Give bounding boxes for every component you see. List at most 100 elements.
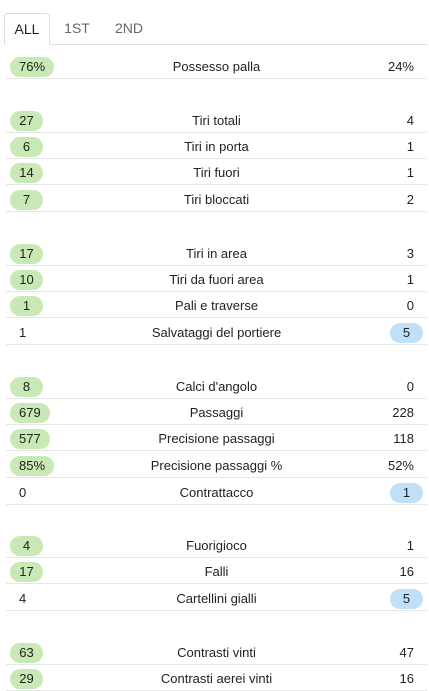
away-value: 228	[383, 403, 423, 423]
stat-row: Calci d'angolo 8 0	[6, 373, 427, 399]
away-value: 0	[398, 377, 423, 397]
away-value: 1	[398, 137, 423, 157]
home-value-highlight: 679	[10, 403, 50, 423]
stat-row: Passaggi 679 228	[6, 399, 427, 425]
stat-row: Contrattacco 0 1	[6, 479, 427, 505]
home-value-highlight: 6	[10, 137, 43, 157]
stat-label: Tiri bloccati	[183, 192, 250, 207]
stat-label: Salvataggi del portiere	[151, 325, 282, 340]
stat-label: Tiri fuori	[193, 165, 240, 180]
stat-row: Precisione passaggi % 85% 52%	[6, 452, 427, 478]
home-value-highlight: 7	[10, 190, 43, 210]
stat-row: Fuorigioco 4 1	[6, 532, 427, 558]
home-value: 85%	[10, 456, 55, 476]
away-value: 16	[391, 669, 423, 689]
home-value: 29	[10, 669, 43, 689]
away-value-text: 4	[406, 113, 414, 128]
tab-all[interactable]: ALL	[4, 13, 50, 45]
stat-label: Contrasti aerei vinti	[160, 671, 273, 686]
tab-1st[interactable]: 1ST	[64, 20, 90, 36]
away-value-text: 16	[399, 671, 414, 686]
home-value: 1	[10, 296, 43, 316]
away-value-text: 118	[393, 431, 414, 446]
home-value-highlight: 29	[10, 669, 43, 689]
stat-label: Precisione passaggi	[158, 431, 275, 446]
away-value-text: 24%	[387, 59, 414, 74]
away-value-highlight: 5	[390, 323, 423, 343]
away-value-text: 228	[392, 405, 414, 420]
away-value-text: 0	[406, 379, 414, 394]
home-value: 1	[10, 323, 35, 343]
home-value: 17	[10, 244, 43, 264]
stat-row: Contrasti vinti 63 47	[6, 639, 427, 665]
stat-row: Precisione passaggi 577 118	[6, 425, 427, 451]
stat-label: Fuorigioco	[186, 538, 247, 553]
stat-label: Calci d'angolo	[175, 379, 258, 394]
stat-row: Falli 17 16	[6, 558, 427, 584]
away-value-text: 1	[406, 165, 414, 180]
home-value: 10	[10, 270, 43, 290]
stat-label: Contrasti vinti	[177, 645, 256, 660]
stat-row: Contrasti aerei vinti 29 16	[6, 665, 427, 691]
away-value: 0	[398, 296, 423, 316]
stat-row: Tiri in area 17 3	[6, 240, 427, 266]
stat-label: Falli	[204, 564, 229, 579]
stat-row: Tiri totali 27 4	[6, 107, 427, 133]
home-value-highlight: 63	[10, 643, 43, 663]
tab-2nd[interactable]: 2ND	[114, 20, 143, 36]
away-value: 5	[390, 323, 423, 343]
away-value: 4	[398, 111, 423, 131]
away-value: 3	[398, 244, 423, 264]
away-value: 47	[391, 643, 423, 663]
home-value: 27	[10, 111, 43, 131]
stat-label: Precisione passaggi %	[150, 458, 283, 473]
stat-row: Tiri in porta 6 1	[6, 133, 427, 159]
stat-label: Passaggi	[189, 405, 244, 420]
away-value-text: 1	[406, 139, 414, 154]
away-value-text: 3	[406, 246, 414, 261]
home-value-highlight: 8	[10, 377, 43, 397]
away-value-text: 0	[406, 298, 414, 313]
period-tabs: ALL 1ST 2ND	[4, 0, 427, 45]
stat-label: Tiri in area	[186, 246, 247, 261]
home-value: 63	[10, 643, 43, 663]
away-value: 5	[390, 589, 423, 609]
stat-row: Tiri fuori 14 1	[6, 159, 427, 185]
home-value-highlight: 76%	[10, 57, 55, 77]
home-value: 4	[10, 589, 35, 609]
stat-label: Contrattacco	[179, 485, 254, 500]
home-value-highlight: 4	[10, 536, 43, 556]
away-value-text: 2	[406, 192, 414, 207]
away-value-text: 16	[399, 564, 414, 579]
stat-label: Tiri in porta	[184, 139, 249, 154]
home-value: 679	[10, 403, 50, 423]
stat-row: Pali e traverse 1 0	[6, 292, 427, 318]
away-value: 52%	[379, 456, 423, 476]
home-value-text: 4	[19, 591, 27, 606]
home-value-highlight: 577	[10, 429, 50, 449]
stat-row: Cartellini gialli 4 5	[6, 585, 427, 611]
away-value: 1	[398, 270, 423, 290]
away-value-highlight: 5	[390, 589, 423, 609]
home-value: 76%	[10, 57, 55, 77]
home-value: 8	[10, 377, 43, 397]
home-value: 0	[10, 483, 35, 503]
home-value: 6	[10, 137, 43, 157]
stat-label: Tiri totali	[192, 113, 241, 128]
home-value: 7	[10, 190, 43, 210]
home-value-highlight: 1	[10, 296, 43, 316]
home-value: 4	[10, 536, 43, 556]
away-value: 1	[398, 536, 423, 556]
away-value-text: 1	[406, 538, 414, 553]
home-value-highlight: 10	[10, 270, 43, 290]
away-value-text: 1	[406, 272, 414, 287]
away-value: 1	[390, 483, 423, 503]
home-value-text: 1	[19, 325, 27, 340]
home-value-highlight: 17	[10, 562, 43, 582]
home-value-highlight: 17	[10, 244, 43, 264]
away-value: 16	[391, 562, 423, 582]
away-value: 24%	[379, 57, 423, 77]
away-value-text: 47	[399, 645, 414, 660]
away-value: 118	[384, 429, 423, 449]
home-value-highlight: 14	[10, 163, 43, 183]
